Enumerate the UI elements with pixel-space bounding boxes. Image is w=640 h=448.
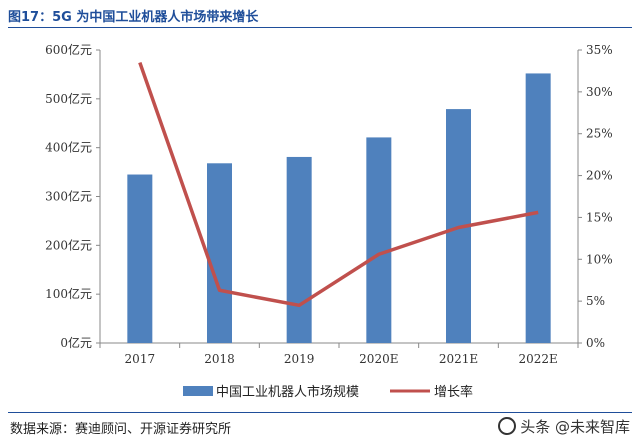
y-right-tick-label: 10% [586, 252, 613, 266]
legend: 中国工业机器人市场规模 增长率 [183, 384, 473, 400]
bar-2019 [286, 156, 312, 343]
y-left-tick-label: 500亿元 [45, 91, 92, 106]
y-right-tick-label: 20% [586, 169, 613, 183]
x-tick-label: 2017 [125, 352, 156, 366]
y-right-tick-label: 30% [586, 85, 613, 99]
chart-title: 图17：5G 为中国工业机器人市场带来增长 [8, 10, 259, 25]
y-left-tick-label: 100亿元 [45, 286, 92, 301]
y-right-tick-label: 0% [586, 336, 605, 350]
y-right-tick-label: 5% [586, 294, 605, 308]
axes: 0亿元 100亿元 200亿元 300亿元 400亿元 500亿元 600亿元 0% 5% 10%… [45, 42, 613, 366]
bar-2022E [525, 73, 551, 343]
y-left-tick-label: 400亿元 [45, 140, 92, 155]
y-left-tick-label: 600亿元 [45, 42, 92, 57]
source-note: 数据来源：赛迪顾问、开源证券研究所 [10, 422, 232, 437]
source-divider [8, 412, 632, 413]
x-tick-label: 2020E [359, 352, 398, 366]
bar-2017 [127, 174, 153, 343]
y-right-tick-label: 25% [586, 127, 613, 141]
growth-rate-line [138, 61, 539, 308]
y-left-tick-label: 200亿元 [45, 237, 92, 252]
title-divider [8, 27, 632, 28]
toutiao-logo-icon [498, 417, 517, 435]
x-tick-label: 2019 [284, 352, 315, 366]
watermark: 头条 @未来智库 [498, 416, 630, 437]
bars [127, 73, 551, 343]
bar-2018 [207, 163, 232, 343]
growth-line [138, 61, 539, 308]
x-tick-label: 2018 [204, 352, 235, 366]
bar-2020E [366, 137, 392, 343]
y-left-tick-label: 0亿元 [60, 335, 92, 350]
legend-label-bar: 中国工业机器人市场规模 [216, 384, 359, 400]
legend-swatch-bar [183, 386, 213, 396]
legend-label-line: 增长率 [434, 384, 473, 400]
x-tick-label: 2021E [439, 352, 478, 366]
y-right-tick-label: 15% [586, 210, 613, 224]
watermark-text: 头条 @未来智库 [520, 418, 630, 436]
x-tick-label: 2022E [519, 352, 558, 366]
y-right-tick-label: 35% [586, 43, 613, 57]
y-left-tick-label: 300亿元 [45, 189, 92, 204]
